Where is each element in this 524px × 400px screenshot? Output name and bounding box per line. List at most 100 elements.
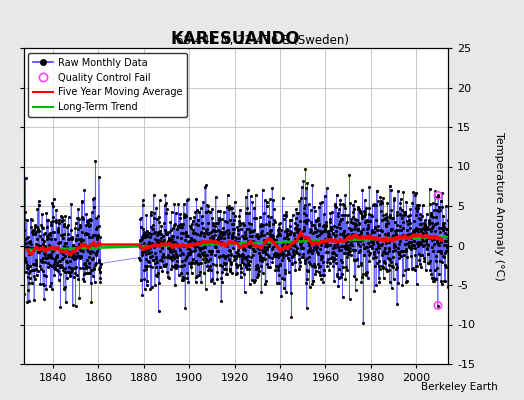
Point [299, 178, 308, 184]
Point [418, 226, 426, 232]
Point [242, 234, 250, 241]
Point [167, 246, 175, 252]
Point [85, 260, 93, 266]
Point [271, 253, 280, 259]
Point [34, 226, 42, 232]
Point [386, 226, 395, 232]
Point [296, 259, 304, 265]
Point [333, 239, 341, 245]
Point [331, 201, 340, 207]
Point [353, 256, 362, 262]
Point [416, 238, 424, 245]
Point [197, 260, 205, 266]
Point [324, 256, 332, 262]
Point [199, 249, 208, 256]
Point [339, 264, 347, 270]
Point [301, 166, 310, 173]
Point [48, 263, 57, 269]
Point [223, 192, 232, 198]
Point [225, 206, 233, 212]
Point [62, 268, 70, 275]
Point [373, 260, 381, 267]
Point [50, 272, 59, 279]
Point [409, 233, 418, 239]
Point [222, 260, 230, 266]
Point [443, 226, 452, 232]
Point [294, 210, 302, 217]
Point [167, 266, 176, 272]
Point [390, 243, 399, 249]
Point [175, 222, 183, 229]
Point [45, 246, 53, 252]
Point [165, 275, 173, 282]
Point [24, 234, 32, 240]
Point [376, 198, 385, 204]
Point [180, 242, 189, 249]
Point [230, 253, 238, 259]
Point [326, 234, 334, 241]
Point [67, 264, 75, 271]
Point [399, 219, 407, 226]
Point [323, 228, 332, 234]
Point [211, 244, 220, 250]
Point [231, 199, 239, 205]
Point [52, 217, 61, 224]
Point [225, 266, 234, 272]
Point [415, 215, 423, 221]
Point [173, 258, 181, 264]
Point [408, 200, 417, 206]
Point [292, 229, 301, 236]
Point [85, 217, 93, 224]
Point [286, 216, 294, 223]
Point [393, 221, 401, 228]
Point [394, 227, 402, 233]
Point [366, 242, 374, 249]
Point [138, 292, 147, 298]
Point [326, 224, 335, 230]
Point [52, 218, 60, 225]
Point [297, 235, 305, 242]
Point [188, 259, 196, 266]
Point [147, 231, 155, 238]
Point [215, 216, 223, 222]
Point [68, 236, 77, 242]
Point [86, 270, 94, 276]
Point [410, 229, 419, 236]
Point [389, 195, 398, 202]
Point [406, 244, 414, 251]
Point [429, 200, 437, 207]
Point [42, 209, 50, 216]
Point [203, 202, 211, 209]
Point [419, 202, 427, 208]
Point [413, 243, 422, 249]
Point [54, 239, 62, 246]
Point [299, 244, 307, 251]
Point [406, 220, 414, 226]
Point [209, 226, 217, 233]
Point [355, 249, 363, 255]
Point [230, 216, 238, 223]
Point [25, 250, 34, 257]
Point [217, 216, 226, 223]
Point [185, 250, 193, 257]
Point [235, 239, 243, 245]
Point [196, 205, 205, 211]
Point [216, 208, 225, 214]
Point [70, 249, 78, 255]
Point [228, 221, 236, 228]
Point [413, 208, 422, 214]
Point [259, 254, 267, 261]
Point [248, 228, 256, 235]
Point [47, 222, 56, 229]
Point [217, 298, 225, 304]
Point [211, 238, 219, 244]
Point [376, 201, 385, 208]
Point [27, 216, 35, 222]
Point [151, 229, 159, 235]
Point [276, 252, 284, 258]
Point [229, 220, 237, 227]
Point [284, 248, 292, 254]
Point [392, 212, 401, 218]
Point [401, 248, 410, 254]
Point [136, 216, 145, 222]
